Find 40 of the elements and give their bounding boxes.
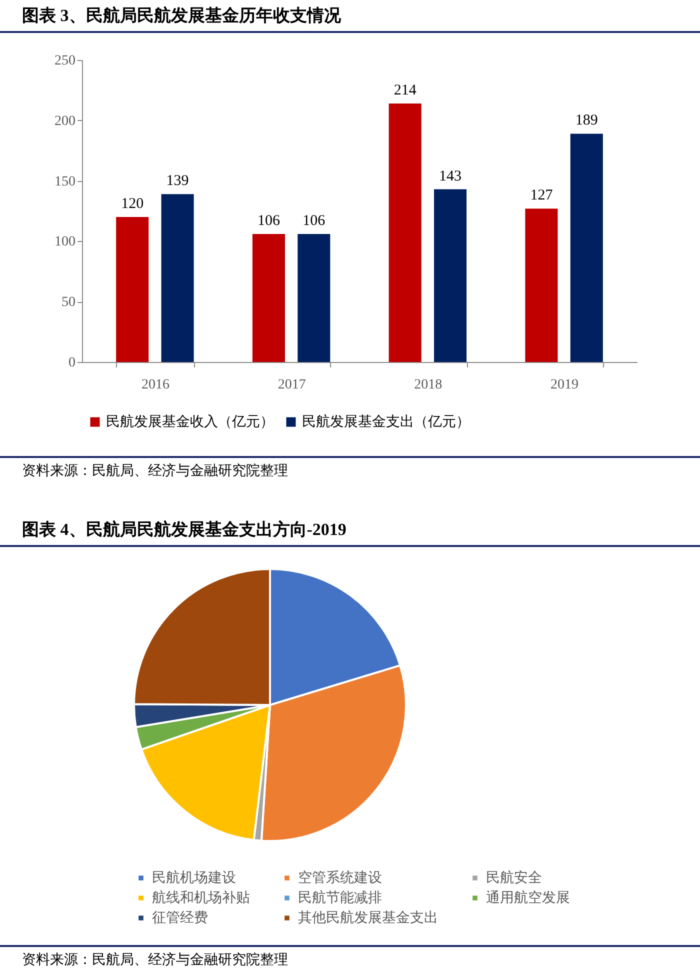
legend-label: 通用航空发展 (486, 890, 570, 906)
chart-title: 图表 4、民航局民航发展基金支出方向-2019 (0, 514, 700, 547)
bar (388, 103, 421, 362)
data-label: 106 (302, 212, 326, 229)
y-tick-label: 50 (61, 295, 75, 310)
legend-label: 民航节能减排 (298, 890, 382, 906)
data-label: 143 (438, 168, 462, 184)
y-tick-label: 100 (54, 234, 75, 250)
y-tick-label: 150 (54, 174, 75, 190)
bar (160, 194, 194, 362)
y-tick-label: 250 (54, 54, 75, 68)
x-tick-label: 2017 (277, 378, 306, 392)
legend-label: 民航发展基金支出（亿元） (302, 414, 470, 430)
x-tick-label: 2018 (414, 378, 442, 392)
bar (297, 234, 330, 362)
bar (434, 189, 466, 362)
bar (524, 208, 558, 362)
data-label: 189 (574, 112, 598, 129)
data-label: 120 (120, 196, 144, 212)
x-tick-label: 2019 (550, 378, 578, 392)
data-label: 214 (393, 82, 416, 98)
data-label: 106 (256, 212, 280, 229)
y-tick-label: 200 (54, 114, 75, 129)
bar (252, 234, 284, 362)
legend-label: 其他民航发展基金支出 (298, 910, 438, 926)
legend-label: 空管系统建设 (298, 870, 382, 886)
bar (570, 134, 602, 362)
bar (116, 217, 148, 362)
x-tick-label: 2016 (140, 378, 169, 392)
data-label: 127 (530, 188, 553, 204)
text: 资料来源：民航局、经济与金融研究院整理 (0, 456, 700, 484)
legend-label: 民航安全 (486, 870, 542, 886)
chart-title: 图表 3、民航局民航发展基金历年收支情况 (0, 0, 700, 33)
legend-label: 航线和机场补贴 (152, 890, 250, 906)
y-tick-label: 0 (68, 356, 75, 370)
data-label: 139 (166, 173, 188, 190)
text: 资料来源：民航局、经济与金融研究院整理 (0, 945, 700, 973)
legend-label: 民航机场建设 (152, 870, 236, 886)
legend-label: 民航发展基金收入（亿元） (106, 414, 274, 430)
legend-label: 征管经费 (152, 910, 208, 926)
